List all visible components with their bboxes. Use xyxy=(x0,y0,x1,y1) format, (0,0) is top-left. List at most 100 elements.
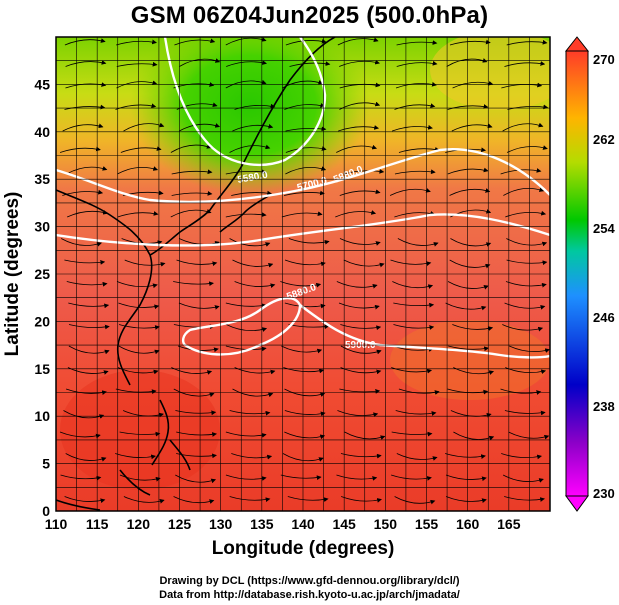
streamline xyxy=(280,281,322,288)
streamline xyxy=(66,281,108,287)
credit-dcl: Drawing by DCL (https://www.gfd-dennou.o… xyxy=(159,575,460,587)
x-tick-label: 145 xyxy=(332,516,356,532)
streamline xyxy=(507,104,549,110)
streamline xyxy=(505,281,547,288)
streamline xyxy=(179,123,221,132)
x-tick-label: 125 xyxy=(168,516,192,532)
streamline xyxy=(390,259,432,266)
streamline xyxy=(337,410,379,418)
streamline xyxy=(502,122,544,132)
streamline xyxy=(391,474,432,481)
contour-label: 5580.0 xyxy=(237,170,269,186)
streamline xyxy=(116,61,158,67)
streamline xyxy=(120,146,162,153)
y-tick-label: 25 xyxy=(34,266,50,282)
streamline xyxy=(392,124,433,132)
streamline xyxy=(65,60,107,67)
height-contours xyxy=(56,37,550,359)
contour-label: 5900.0 xyxy=(345,340,376,351)
streamline xyxy=(504,302,546,310)
streamline xyxy=(506,39,548,46)
streamline xyxy=(64,104,106,110)
streamline xyxy=(506,145,548,153)
y-tick-label: 35 xyxy=(34,171,50,187)
streamline xyxy=(229,144,271,153)
streamline xyxy=(391,431,433,437)
streamline xyxy=(338,125,380,132)
credit-data-source: Data from http://database.rish.kyoto-u.a… xyxy=(159,589,460,601)
streamline xyxy=(171,191,213,196)
streamline xyxy=(124,259,166,267)
streamline xyxy=(229,410,271,416)
streamline xyxy=(339,59,380,67)
streamline xyxy=(284,302,326,309)
streamline xyxy=(231,453,273,460)
colorbar: 230 238 246 254 262 270 xyxy=(564,36,615,512)
streamline xyxy=(445,453,486,459)
streamline xyxy=(392,281,434,289)
streamline xyxy=(68,302,110,309)
streamline xyxy=(343,259,385,268)
streamline xyxy=(449,188,491,196)
streamline xyxy=(123,496,165,504)
streamline xyxy=(506,238,548,247)
streamline xyxy=(447,281,489,290)
streamline xyxy=(59,146,101,153)
streamline xyxy=(338,302,380,310)
map-title: GSM 06Z04Jun2025 (500.0hPa) xyxy=(130,2,489,29)
x-axis-ticks: 110 115 120 125 130 135 140 145 150 155 160 165 xyxy=(45,516,521,532)
streamline xyxy=(232,388,274,398)
streamline xyxy=(343,168,385,175)
streamline xyxy=(340,324,382,331)
streamline xyxy=(339,189,381,196)
streamline xyxy=(396,60,438,67)
streamline xyxy=(284,410,326,417)
streamline xyxy=(117,166,159,175)
streamline xyxy=(122,410,164,418)
streamline xyxy=(234,103,276,110)
streamline xyxy=(501,453,543,460)
streamline xyxy=(283,190,325,196)
streamline xyxy=(335,210,377,218)
contour-5880-upper-path xyxy=(56,213,550,247)
streamline xyxy=(452,80,494,89)
streamline xyxy=(336,281,378,289)
streamline xyxy=(173,388,215,398)
y-tick-label: 5 xyxy=(42,456,50,472)
streamline xyxy=(170,144,212,153)
contour-5900-path xyxy=(299,304,550,359)
x-tick-label: 140 xyxy=(291,516,315,532)
streamline xyxy=(64,38,106,46)
streamline xyxy=(118,324,160,330)
streamline xyxy=(394,211,436,218)
x-tick-label: 160 xyxy=(456,516,480,532)
streamline xyxy=(231,190,273,196)
y-tick-label: 45 xyxy=(34,76,50,92)
streamline xyxy=(448,345,489,352)
streamline xyxy=(116,39,157,46)
streamline xyxy=(61,238,102,247)
streamline xyxy=(232,123,274,132)
streamline xyxy=(64,496,106,504)
streamline xyxy=(225,169,267,175)
streamline xyxy=(62,123,104,132)
streamline xyxy=(226,324,268,332)
streamline xyxy=(449,259,491,269)
streamline xyxy=(59,431,101,439)
streamline xyxy=(339,238,381,246)
streamline xyxy=(289,61,331,67)
x-tick-label: 110 xyxy=(45,516,68,532)
streamline xyxy=(284,388,326,397)
streamline xyxy=(174,38,216,46)
contour-5880-lower-path xyxy=(181,296,302,356)
contour-5700-path xyxy=(56,148,550,204)
streamline xyxy=(449,39,491,46)
streamline xyxy=(117,211,159,218)
streamline xyxy=(225,474,267,481)
contour-5580-path xyxy=(163,37,327,167)
map-gridlines xyxy=(56,37,550,511)
y-tick-label: 20 xyxy=(34,313,50,329)
streamline xyxy=(285,146,327,153)
weather-map: 5880.0 5700.0 5580.0 5880.0 5900.0 110 11… xyxy=(2,36,615,559)
streamline xyxy=(173,281,214,287)
